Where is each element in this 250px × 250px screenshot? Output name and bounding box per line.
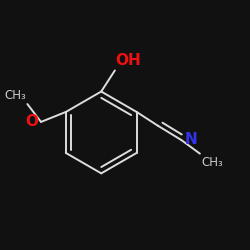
Text: O: O — [26, 114, 38, 130]
Text: OH: OH — [115, 53, 141, 68]
Text: CH₃: CH₃ — [201, 156, 223, 168]
Text: CH₃: CH₃ — [5, 89, 26, 102]
Text: N: N — [184, 132, 197, 147]
